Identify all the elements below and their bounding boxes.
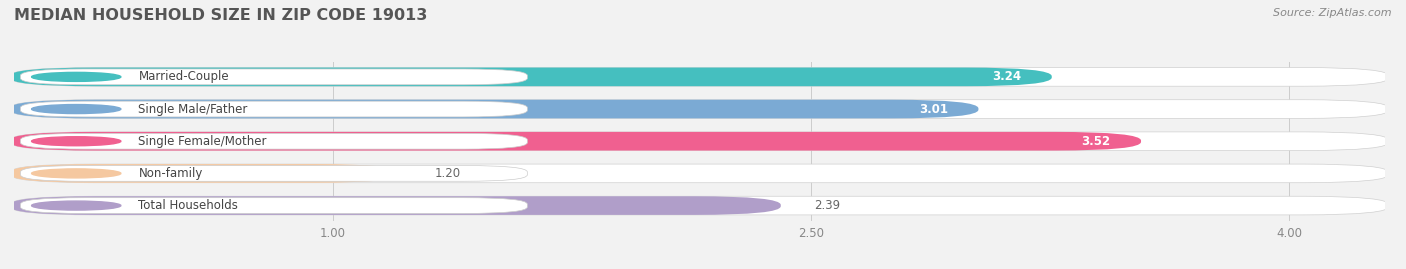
FancyBboxPatch shape [10,164,1389,183]
FancyBboxPatch shape [10,196,780,215]
Circle shape [31,72,121,82]
FancyBboxPatch shape [10,100,979,118]
Circle shape [31,201,121,210]
Text: 3.52: 3.52 [1081,135,1111,148]
Text: Non-family: Non-family [138,167,202,180]
Text: MEDIAN HOUSEHOLD SIZE IN ZIP CODE 19013: MEDIAN HOUSEHOLD SIZE IN ZIP CODE 19013 [14,8,427,23]
Text: Married-Couple: Married-Couple [138,70,229,83]
FancyBboxPatch shape [10,100,1389,118]
FancyBboxPatch shape [10,164,401,183]
FancyBboxPatch shape [21,101,527,117]
FancyBboxPatch shape [10,132,1142,151]
Text: 3.01: 3.01 [920,102,948,116]
FancyBboxPatch shape [21,198,527,214]
Text: 1.20: 1.20 [434,167,461,180]
FancyBboxPatch shape [10,132,1389,151]
Text: Single Male/Father: Single Male/Father [138,102,247,116]
FancyBboxPatch shape [10,68,1052,86]
FancyBboxPatch shape [10,68,1389,86]
FancyBboxPatch shape [21,165,527,181]
Circle shape [31,137,121,146]
Text: 3.24: 3.24 [993,70,1022,83]
Text: Source: ZipAtlas.com: Source: ZipAtlas.com [1274,8,1392,18]
Text: Single Female/Mother: Single Female/Mother [138,135,267,148]
Text: 2.39: 2.39 [814,199,841,212]
FancyBboxPatch shape [21,69,527,85]
FancyBboxPatch shape [21,133,527,149]
Circle shape [31,169,121,178]
FancyBboxPatch shape [10,196,1389,215]
Text: Total Households: Total Households [138,199,238,212]
Circle shape [31,105,121,114]
